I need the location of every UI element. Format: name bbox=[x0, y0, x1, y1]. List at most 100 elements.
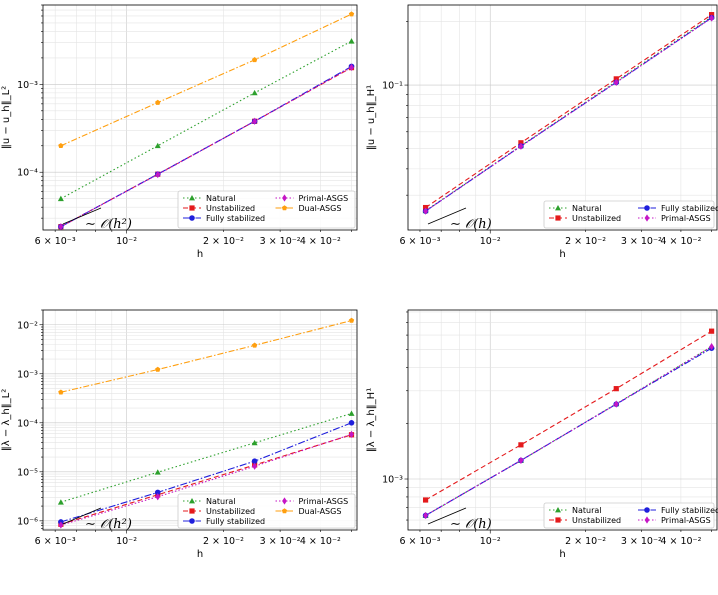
legend-label: Natural bbox=[206, 194, 236, 203]
data-point bbox=[251, 439, 258, 446]
legend-marker bbox=[644, 516, 650, 524]
data-point bbox=[251, 342, 258, 348]
legend-marker bbox=[644, 507, 650, 513]
grid bbox=[408, 310, 717, 530]
x-tick-label: 4 × 10⁻² bbox=[300, 536, 341, 547]
x-tick-label: 4 × 10⁻² bbox=[660, 536, 701, 547]
data-point bbox=[423, 207, 428, 215]
legend-marker bbox=[281, 508, 288, 514]
panel-p2: 6 × 10⁻³ 10⁻² 2 × 10⁻² 3 × 10⁻²4 × 10⁻² 10⁻¹… bbox=[366, 4, 718, 260]
data-point bbox=[348, 11, 355, 17]
data-point bbox=[58, 223, 64, 231]
legend-label: Primal-ASGS bbox=[299, 194, 349, 203]
x-tick-label: 3 × 10⁻² bbox=[260, 536, 301, 547]
x-tick-label: 3 × 10⁻² bbox=[621, 536, 662, 547]
legend-label: Unstabilized bbox=[206, 204, 255, 213]
x-axis-label: h bbox=[559, 549, 565, 560]
rate-annotation: ∼ 𝒪(h²) bbox=[85, 517, 132, 532]
x-tick-label: 6 × 10⁻³ bbox=[399, 536, 440, 547]
series-line bbox=[425, 346, 712, 516]
legend-marker bbox=[555, 517, 561, 523]
x-tick-label: 6 × 10⁻³ bbox=[35, 536, 76, 547]
data-point bbox=[423, 511, 428, 520]
legend-label: Natural bbox=[206, 497, 236, 506]
series-line bbox=[425, 16, 712, 212]
series-primal-asgs bbox=[58, 63, 354, 231]
legend-label: Fully stabilized bbox=[661, 506, 718, 515]
legend-label: Fully stabilized bbox=[661, 204, 718, 213]
data-point bbox=[252, 462, 258, 470]
legend-marker bbox=[189, 195, 195, 201]
data-point bbox=[348, 317, 355, 323]
data-point bbox=[613, 386, 619, 392]
data-point bbox=[348, 410, 355, 416]
data-point bbox=[58, 142, 64, 149]
data-point bbox=[155, 366, 161, 372]
series-line bbox=[60, 422, 352, 523]
legend-marker bbox=[555, 215, 561, 221]
x-tick-label: 4 × 10⁻² bbox=[300, 236, 341, 247]
legend-label: Unstabilized bbox=[572, 516, 621, 525]
x-tick-label: 2 × 10⁻² bbox=[565, 536, 606, 547]
legend-marker bbox=[555, 205, 561, 211]
legend-label: Natural bbox=[572, 204, 602, 213]
legend-marker bbox=[189, 498, 195, 504]
y-tick-label: 10⁻³ bbox=[382, 475, 403, 486]
data-point bbox=[155, 493, 161, 501]
y-tick-label: 10⁻⁵ bbox=[17, 467, 38, 478]
slope-line bbox=[427, 207, 467, 225]
panel-p4: 6 × 10⁻³ 10⁻² 2 × 10⁻² 3 × 10⁻²4 × 10⁻² 10⁻³… bbox=[366, 309, 718, 560]
slope-line bbox=[62, 507, 102, 525]
y-tick-label: 10⁻⁶ bbox=[17, 516, 38, 527]
legend-label: Natural bbox=[572, 506, 602, 515]
x-tick-label: 4 × 10⁻² bbox=[660, 236, 701, 247]
series-line bbox=[60, 434, 352, 525]
data-point bbox=[349, 430, 354, 438]
series-line bbox=[60, 412, 352, 503]
x-tick-label: 3 × 10⁻² bbox=[260, 236, 301, 247]
legend-label: Fully stabilized bbox=[206, 214, 265, 223]
data-point bbox=[518, 456, 524, 465]
y-axis-label: ‖λ − λ_h‖_H¹ bbox=[366, 388, 377, 452]
legend-marker bbox=[189, 215, 195, 221]
data-point bbox=[613, 78, 619, 86]
series-primal-asgs bbox=[423, 14, 715, 215]
data-point bbox=[155, 99, 161, 105]
series-primal-asgs bbox=[58, 430, 354, 529]
legend-label: Dual-ASGS bbox=[299, 507, 342, 516]
legend-marker bbox=[189, 205, 195, 211]
data-point bbox=[58, 389, 64, 395]
grid bbox=[408, 5, 717, 230]
series-dual-asgs bbox=[58, 11, 355, 149]
x-tick-label: 3 × 10⁻² bbox=[621, 236, 662, 247]
data-point bbox=[58, 521, 64, 529]
legend-label: Primal-ASGS bbox=[661, 214, 711, 223]
legend-label: Unstabilized bbox=[206, 507, 255, 516]
legend-marker bbox=[282, 194, 287, 202]
series-natural bbox=[57, 410, 355, 505]
legend-box bbox=[543, 502, 715, 529]
slope-line bbox=[62, 207, 102, 225]
legend-label: Unstabilized bbox=[572, 214, 621, 223]
x-tick-label: 6 × 10⁻³ bbox=[399, 236, 440, 247]
y-tick-label: 10⁻⁴ bbox=[17, 418, 38, 429]
axes-frame bbox=[42, 4, 358, 231]
axes-frame bbox=[407, 309, 718, 531]
y-tick-label: 10⁻² bbox=[17, 320, 38, 331]
data-point bbox=[57, 499, 64, 505]
rate-annotation: ∼ 𝒪(h) bbox=[450, 217, 492, 232]
data-point bbox=[422, 497, 429, 503]
y-tick-label: 10⁻⁴ bbox=[17, 168, 38, 179]
rate-annotation: ∼ 𝒪(h²) bbox=[85, 217, 132, 232]
legend-box bbox=[177, 493, 356, 529]
slope-line bbox=[427, 507, 467, 525]
series-line bbox=[60, 40, 352, 200]
panel-p3: 6 × 10⁻³ 10⁻² 2 × 10⁻² 3 × 10⁻² 4 × 10⁻² 10⁻⁶… bbox=[1, 309, 358, 560]
data-point bbox=[154, 489, 161, 496]
series-line bbox=[60, 13, 352, 147]
legend-label: Dual-ASGS bbox=[299, 204, 342, 213]
